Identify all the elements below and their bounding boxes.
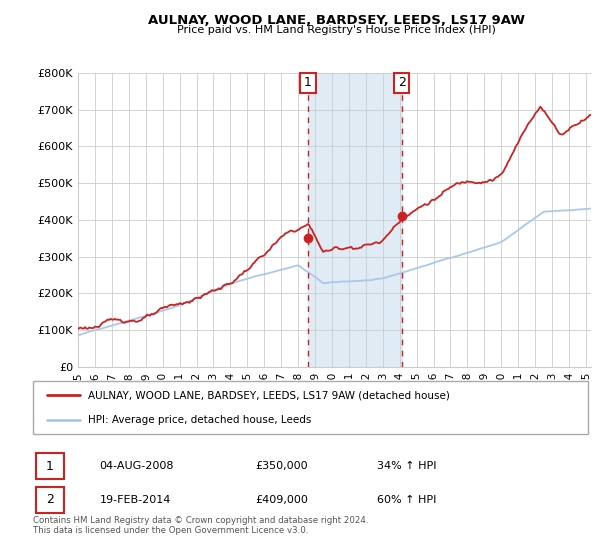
Text: AULNAY, WOOD LANE, BARDSEY, LEEDS, LS17 9AW (detached house): AULNAY, WOOD LANE, BARDSEY, LEEDS, LS17 … bbox=[89, 390, 451, 400]
FancyBboxPatch shape bbox=[36, 453, 64, 479]
Text: 2: 2 bbox=[398, 77, 406, 90]
Text: 1: 1 bbox=[304, 77, 312, 90]
Text: 04-AUG-2008: 04-AUG-2008 bbox=[100, 461, 174, 471]
FancyBboxPatch shape bbox=[33, 381, 588, 434]
Text: 60% ↑ HPI: 60% ↑ HPI bbox=[377, 495, 436, 505]
Text: HPI: Average price, detached house, Leeds: HPI: Average price, detached house, Leed… bbox=[89, 414, 312, 424]
Text: Price paid vs. HM Land Registry's House Price Index (HPI): Price paid vs. HM Land Registry's House … bbox=[176, 25, 496, 35]
Text: AULNAY, WOOD LANE, BARDSEY, LEEDS, LS17 9AW: AULNAY, WOOD LANE, BARDSEY, LEEDS, LS17 … bbox=[148, 14, 524, 27]
Text: 2: 2 bbox=[46, 493, 53, 506]
Text: 1: 1 bbox=[46, 460, 53, 473]
Text: 19-FEB-2014: 19-FEB-2014 bbox=[100, 495, 171, 505]
Text: £350,000: £350,000 bbox=[255, 461, 308, 471]
Text: 34% ↑ HPI: 34% ↑ HPI bbox=[377, 461, 437, 471]
FancyBboxPatch shape bbox=[36, 487, 64, 513]
Text: This data is licensed under the Open Government Licence v3.0.: This data is licensed under the Open Gov… bbox=[33, 526, 308, 535]
Bar bbox=[308, 73, 402, 367]
Text: Contains HM Land Registry data © Crown copyright and database right 2024.: Contains HM Land Registry data © Crown c… bbox=[33, 516, 368, 525]
Text: £409,000: £409,000 bbox=[255, 495, 308, 505]
